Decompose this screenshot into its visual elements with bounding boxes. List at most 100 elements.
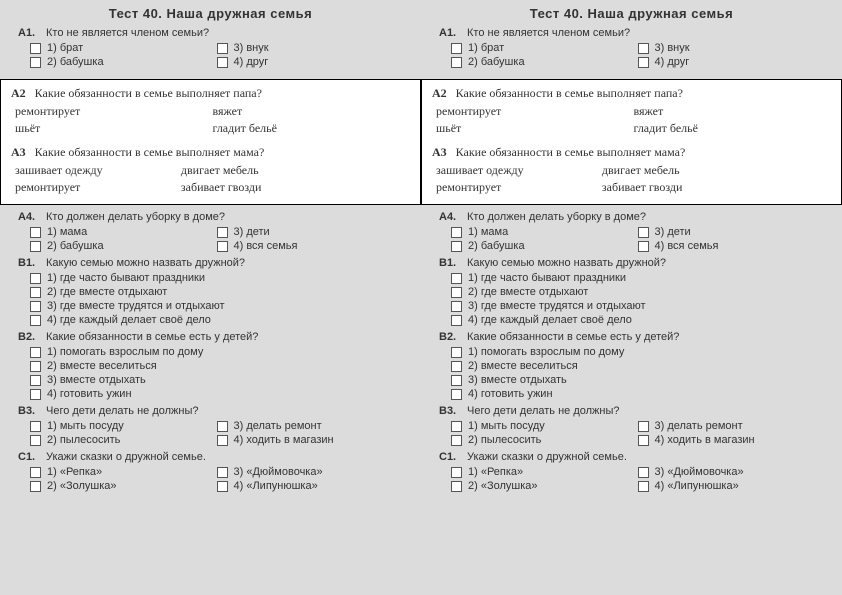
q-b2: В2. Какие обязанности в семье есть у дет… — [18, 331, 403, 343]
opt-a2-3: шьёт — [15, 120, 213, 137]
opt-a1-1[interactable]: 1) брат — [30, 41, 217, 55]
checkbox-icon[interactable] — [30, 421, 41, 432]
opt-b2-3[interactable]: 3) вместе отдыхать — [30, 373, 403, 387]
checkbox-icon[interactable] — [451, 241, 462, 252]
checkbox-icon[interactable] — [217, 241, 228, 252]
test-title: Тест 40. Наша дружная семья — [18, 6, 403, 21]
checkbox-icon[interactable] — [638, 43, 649, 54]
q-b2-r: В2.Какие обязанности в семье есть у дете… — [439, 331, 824, 343]
checkbox-icon[interactable] — [638, 227, 649, 238]
checkbox-icon[interactable] — [217, 57, 228, 68]
opt-a4-3[interactable]: 3) дети — [217, 225, 404, 239]
opt-b2-1[interactable]: 1) помогать взрослым по дому — [30, 345, 403, 359]
opt-a2-2: вяжет — [213, 103, 411, 120]
checkbox-icon[interactable] — [30, 227, 41, 238]
white-block: А2 Какие обязанности в семье выполняет п… — [0, 79, 421, 205]
opt-a1-2-r[interactable]: 2) бабушка — [451, 55, 638, 69]
opt-a4-1[interactable]: 1) мама — [30, 225, 217, 239]
opt-c1-2[interactable]: 2) «Золушка» — [30, 479, 217, 493]
checkbox-icon[interactable] — [217, 481, 228, 492]
opt-b2-4[interactable]: 4) готовить ужин — [30, 387, 403, 401]
checkbox-icon[interactable] — [451, 467, 462, 478]
checkbox-icon[interactable] — [30, 315, 41, 326]
checkbox-icon[interactable] — [217, 421, 228, 432]
checkbox-icon[interactable] — [30, 375, 41, 386]
checkbox-icon[interactable] — [451, 421, 462, 432]
checkbox-icon[interactable] — [30, 389, 41, 400]
checkbox-icon[interactable] — [217, 227, 228, 238]
opt-b3-1[interactable]: 1) мыть посуду — [30, 419, 217, 433]
opt-a1-2[interactable]: 2) бабушка — [30, 55, 217, 69]
checkbox-icon[interactable] — [30, 435, 41, 446]
checkbox-icon[interactable] — [30, 273, 41, 284]
checkbox-icon[interactable] — [638, 467, 649, 478]
bottom-gray-block: А4. Кто должен делать уборку в доме? 1) … — [0, 205, 421, 595]
checkbox-icon[interactable] — [217, 467, 228, 478]
opt-a1-3-r[interactable]: 3) внук — [638, 41, 825, 55]
checkbox-icon[interactable] — [451, 375, 462, 386]
checkbox-icon[interactable] — [451, 57, 462, 68]
opt-b2-2[interactable]: 2) вместе веселиться — [30, 359, 403, 373]
checkbox-icon[interactable] — [451, 481, 462, 492]
checkbox-icon[interactable] — [30, 361, 41, 372]
checkbox-icon[interactable] — [638, 241, 649, 252]
test-title-r: Тест 40. Наша дружная семья — [439, 6, 824, 21]
opt-a1-1-r[interactable]: 1) брат — [451, 41, 638, 55]
opt-c1-1[interactable]: 1) «Репка» — [30, 465, 217, 479]
checkbox-icon[interactable] — [638, 57, 649, 68]
opt-b3-3[interactable]: 3) делать ремонт — [217, 419, 404, 433]
checkbox-icon[interactable] — [451, 435, 462, 446]
q-b3: В3. Чего дети делать не должны? — [18, 405, 403, 417]
checkbox-icon[interactable] — [30, 287, 41, 298]
q-num-a1: А1. — [18, 27, 40, 39]
opt-c1-3[interactable]: 3) «Дюймовочка» — [217, 465, 404, 479]
checkbox-icon[interactable] — [451, 347, 462, 358]
checkbox-icon[interactable] — [451, 227, 462, 238]
opt-b1-3[interactable]: 3) где вместе трудятся и отдыхают — [30, 299, 403, 313]
top-gray-block-r: Тест 40. Наша дружная семья А1. Кто не я… — [421, 0, 842, 79]
checkbox-icon[interactable] — [638, 481, 649, 492]
checkbox-icon[interactable] — [451, 301, 462, 312]
q-a4: А4. Кто должен делать уборку в доме? — [18, 211, 403, 223]
opt-b3-2[interactable]: 2) пылесосить — [30, 433, 217, 447]
opt-a4-2[interactable]: 2) бабушка — [30, 239, 217, 253]
checkbox-icon[interactable] — [451, 315, 462, 326]
q-c1: С1. Укажи сказки о дружной семье. — [18, 451, 403, 463]
opt-b1-1[interactable]: 1) где часто бывают праздники — [30, 271, 403, 285]
opts-b1-r: 1) где часто бывают праздники 2) где вме… — [451, 271, 824, 327]
top-gray-block: Тест 40. Наша дружная семья А1. Кто не я… — [0, 0, 421, 79]
checkbox-icon[interactable] — [30, 57, 41, 68]
checkbox-icon[interactable] — [638, 421, 649, 432]
q-a3: А3 Какие обязанности в семье выполняет м… — [11, 145, 410, 160]
opt-b3-4[interactable]: 4) ходить в магазин — [217, 433, 404, 447]
checkbox-icon[interactable] — [451, 43, 462, 54]
q-a3-r: А3 Какие обязанности в семье выполняет м… — [432, 145, 831, 160]
opt-a1-3[interactable]: 3) внук — [217, 41, 404, 55]
checkbox-icon[interactable] — [30, 347, 41, 358]
checkbox-icon[interactable] — [451, 287, 462, 298]
checkbox-icon[interactable] — [217, 435, 228, 446]
checkbox-icon[interactable] — [30, 467, 41, 478]
opt-a1-4-r[interactable]: 4) друг — [638, 55, 825, 69]
opts-a1-r: 1) брат 3) внук 2) бабушка 4) друг — [451, 41, 824, 69]
q-b3-r: В3.Чего дети делать не должны? — [439, 405, 824, 417]
checkbox-icon[interactable] — [638, 435, 649, 446]
opt-a1-4[interactable]: 4) друг — [217, 55, 404, 69]
q-a1: А1. Кто не является членом семьи? — [18, 27, 403, 39]
checkbox-icon[interactable] — [30, 301, 41, 312]
opt-c1-4[interactable]: 4) «Липунюшка» — [217, 479, 404, 493]
checkbox-icon[interactable] — [451, 273, 462, 284]
checkbox-icon[interactable] — [30, 43, 41, 54]
opt-b1-2[interactable]: 2) где вместе отдыхают — [30, 285, 403, 299]
checkbox-icon[interactable] — [451, 389, 462, 400]
opts-a3-r: зашивает одежду двигает мебель ремонтиру… — [436, 162, 831, 196]
checkbox-icon[interactable] — [451, 361, 462, 372]
opt-a4-4[interactable]: 4) вся семья — [217, 239, 404, 253]
checkbox-icon[interactable] — [217, 43, 228, 54]
opt-b1-4[interactable]: 4) где каждый делает своё дело — [30, 313, 403, 327]
checkbox-icon[interactable] — [30, 481, 41, 492]
opts-a4: 1) мама 3) дети 2) бабушка 4) вся семья — [30, 225, 403, 253]
q-a2-r: А2 Какие обязанности в семье выполняет п… — [432, 86, 831, 101]
opts-b3: 1) мыть посуду 3) делать ремонт 2) пылес… — [30, 419, 403, 447]
checkbox-icon[interactable] — [30, 241, 41, 252]
